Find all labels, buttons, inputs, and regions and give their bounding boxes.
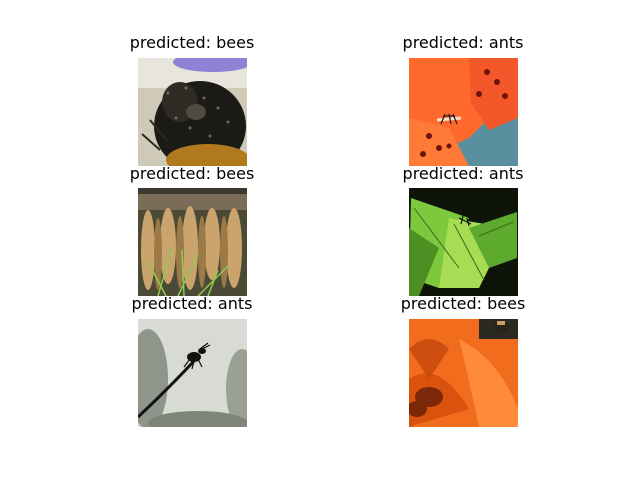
panel-title-6: predicted: bees [400,294,526,313]
panel-title-3: predicted: bees [129,164,255,183]
ant-on-leaf-image [409,188,518,296]
panel-title-4: predicted: ants [402,164,524,183]
ant-silhouette-image [138,319,247,427]
panel-title-2: predicted: ants [402,33,524,52]
hive-combs-image [138,188,247,296]
panel-title-1: predicted: bees [129,33,255,52]
bee-on-poppy-image [409,319,518,427]
bumblebee-closeup-image [138,58,247,166]
panel-title-5: predicted: ants [131,294,253,313]
ant-on-lily-image [409,58,518,166]
